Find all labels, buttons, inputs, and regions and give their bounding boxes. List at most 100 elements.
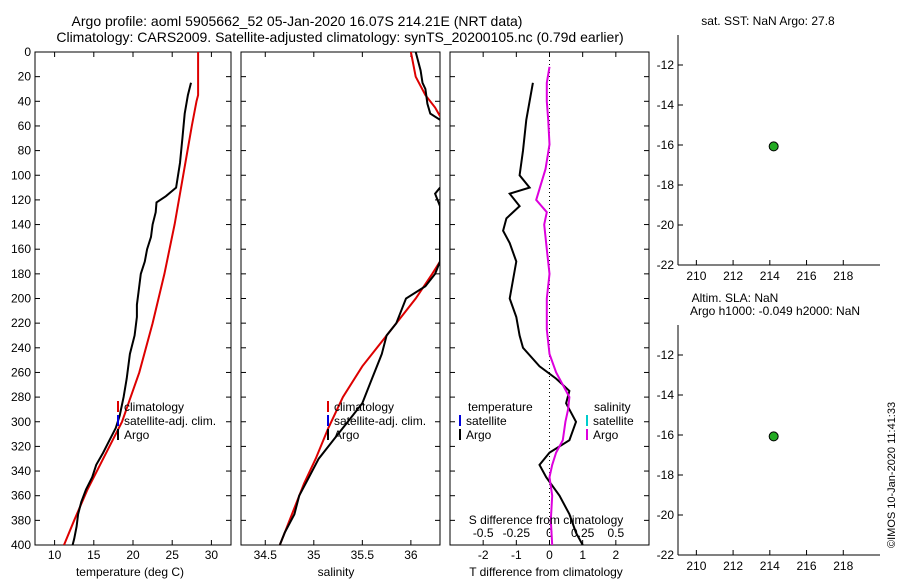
salinity-panel: 34.5 35 35.5 36 bbox=[240, 51, 441, 562]
y-tick-label: 240 bbox=[11, 341, 31, 355]
series-line-climatology bbox=[278, 260, 440, 545]
x-tick-label: -1 bbox=[511, 548, 522, 562]
y-tick-label: 220 bbox=[11, 316, 31, 330]
x-tick-label: 35 bbox=[307, 548, 321, 562]
y-tick-label: 320 bbox=[11, 439, 31, 453]
temperature-panel: 10 15 20 25 30020406080100120140160180200220… bbox=[11, 45, 232, 562]
legend-label-satellite: satellite bbox=[593, 414, 634, 428]
y-tick-label: 260 bbox=[11, 365, 31, 379]
y-tick-label: 40 bbox=[18, 94, 32, 108]
plot-frame bbox=[240, 51, 441, 546]
x-tick-label: 214 bbox=[760, 269, 780, 283]
legend-label-argo: Argo bbox=[466, 428, 492, 442]
x-tick-label: 2 bbox=[612, 548, 619, 562]
legend-label-argo: Argo bbox=[334, 428, 360, 442]
argo-position-marker bbox=[768, 141, 779, 152]
x-tick-label: 10 bbox=[48, 548, 62, 562]
x-tick-label: 20 bbox=[126, 548, 140, 562]
x-tick-label: 0 bbox=[546, 548, 553, 562]
salinity-legend: climatology satellite-adj. clim. Argo bbox=[327, 400, 426, 442]
series-line-s-difference-argo- bbox=[535, 66, 571, 545]
y-tick-label: -18 bbox=[657, 178, 675, 192]
y-tick-label: -16 bbox=[657, 428, 675, 442]
y-tick-label: 300 bbox=[11, 415, 31, 429]
difference-legend-salinity: salinity satellite Argo bbox=[586, 400, 634, 442]
x-tick-label: 216 bbox=[797, 269, 817, 283]
difference-panel: -2 -1 0 1 2 -0.5 -0.25 0 0.25 0.5 bbox=[449, 51, 650, 562]
x-tick-label: -2 bbox=[478, 548, 489, 562]
x-tick-label: 218 bbox=[833, 269, 853, 283]
series-line-climatology bbox=[409, 52, 440, 117]
legend-title-temperature: temperature bbox=[468, 400, 533, 414]
y-tick-label: 20 bbox=[18, 70, 32, 84]
series-line-climatology bbox=[63, 52, 200, 545]
salinity-xlabel: salinity bbox=[318, 565, 355, 579]
sst-map-title: sat. SST: NaN Argo: 27.8 bbox=[701, 14, 835, 28]
y-tick-label: 60 bbox=[18, 119, 32, 133]
y-tick-label: -14 bbox=[657, 388, 675, 402]
x-tick-label-salinity: 0.5 bbox=[607, 526, 624, 540]
series-line-argo bbox=[414, 52, 440, 121]
temperature-xlabel: temperature (deg C) bbox=[76, 565, 184, 579]
y-tick-label: -20 bbox=[657, 508, 675, 522]
x-tick-label: 212 bbox=[723, 269, 743, 283]
x-tick-label-salinity: 0.25 bbox=[571, 526, 595, 540]
y-tick-label: -16 bbox=[657, 138, 675, 152]
y-tick-label: -20 bbox=[657, 218, 675, 232]
y-tick-label: 200 bbox=[11, 292, 31, 306]
y-tick-label: 80 bbox=[18, 144, 32, 158]
y-tick-label: 360 bbox=[11, 489, 31, 503]
x-tick-label: 15 bbox=[87, 548, 101, 562]
x-tick-label: 214 bbox=[760, 559, 780, 573]
x-tick-label: 216 bbox=[797, 559, 817, 573]
x-tick-label: 34.5 bbox=[254, 548, 278, 562]
y-tick-label: -12 bbox=[657, 58, 675, 72]
x-tick-label-salinity: 0 bbox=[546, 526, 553, 540]
y-tick-label: 160 bbox=[11, 242, 31, 256]
legend-label-climatology: climatology bbox=[124, 400, 184, 414]
y-tick-label: -22 bbox=[657, 548, 675, 562]
y-tick-label: -12 bbox=[657, 348, 675, 362]
difference-legend-temperature: temperature satellite Argo bbox=[459, 400, 533, 442]
plot-frame bbox=[34, 51, 232, 546]
sla-map-subtitle: Argo h1000: -0.049 h2000: NaN bbox=[690, 304, 860, 318]
temperature-legend: climatology satellite-adj. clim. Argo bbox=[117, 400, 216, 442]
legend-label-argo: Argo bbox=[593, 428, 619, 442]
y-tick-label: 140 bbox=[11, 218, 31, 232]
x-tick-label: 36 bbox=[404, 548, 418, 562]
x-tick-label-salinity: -0.25 bbox=[503, 526, 531, 540]
x-tick-label: 35.5 bbox=[351, 548, 375, 562]
y-tick-label: 180 bbox=[11, 267, 31, 281]
legend-label-satellite: satellite-adj. clim. bbox=[334, 414, 426, 428]
x-tick-label: 210 bbox=[686, 269, 706, 283]
y-tick-label: -18 bbox=[657, 468, 675, 482]
legend-title-salinity: salinity bbox=[594, 400, 631, 414]
figure-title-line2: Climatology: CARS2009. Satellite-adjuste… bbox=[56, 29, 623, 45]
y-tick-label: -14 bbox=[657, 98, 675, 112]
argo-position-marker bbox=[768, 431, 779, 442]
series-line-argo bbox=[71, 82, 192, 545]
y-tick-label: 280 bbox=[11, 390, 31, 404]
x-tick-label: 30 bbox=[205, 548, 219, 562]
x-tick-label-salinity: -0.5 bbox=[473, 526, 494, 540]
legend-label-satellite: satellite bbox=[466, 414, 507, 428]
difference-xlabel: T difference from climatology bbox=[469, 565, 623, 579]
x-tick-label: 1 bbox=[579, 548, 586, 562]
timestamp: ©IMOS 10-Jan-2020 11:41:33 bbox=[886, 402, 898, 548]
y-tick-label: -22 bbox=[657, 258, 675, 272]
legend-label-satellite: satellite-adj. clim. bbox=[124, 414, 216, 428]
y-tick-label: 380 bbox=[11, 513, 31, 527]
y-tick-label: 400 bbox=[11, 538, 31, 552]
y-tick-label: 120 bbox=[11, 193, 31, 207]
x-tick-label: 218 bbox=[833, 559, 853, 573]
series-line-argo bbox=[278, 186, 440, 545]
sst-map-panel: -12 -14 -16 -18 -20 -22 210 212 214 216 218 bbox=[657, 35, 880, 283]
legend-label-climatology: climatology bbox=[334, 400, 394, 414]
x-tick-label: 212 bbox=[723, 559, 743, 573]
figure-title-line1: Argo profile: aoml 5905662_52 05-Jan-202… bbox=[72, 13, 523, 29]
sla-map-panel: -12 -14 -16 -18 -20 -22 210 212 214 216 218 bbox=[657, 325, 880, 573]
series-line-t-difference-argo- bbox=[502, 82, 584, 545]
x-tick-label: 25 bbox=[166, 548, 180, 562]
difference-xlabel-salinity: S difference from climatology bbox=[469, 513, 624, 527]
